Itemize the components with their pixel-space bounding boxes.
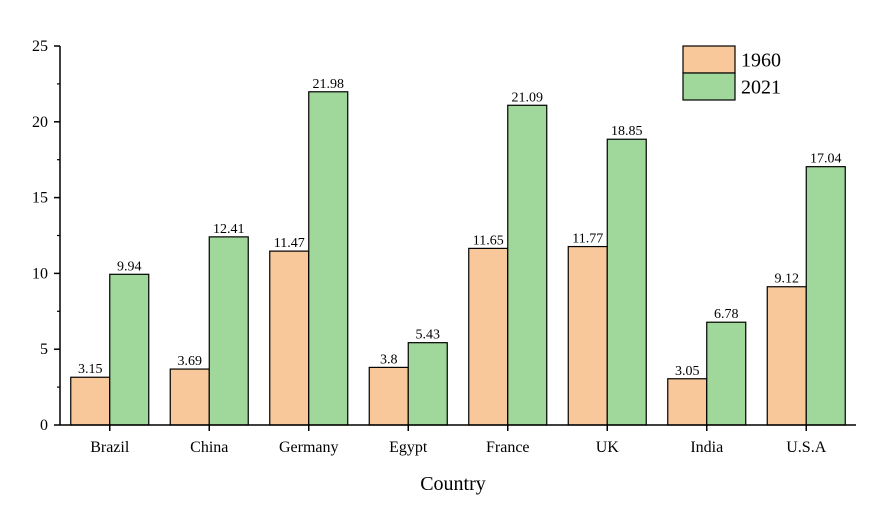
x-ticks: Brazil China Germany Egypt France UK India U.S.… <box>90 425 827 456</box>
bar-1960-france <box>468 247 509 426</box>
x-tick-label: Brazil <box>90 439 130 456</box>
x-tick-label: UK <box>596 439 620 456</box>
bar-2021-u-s-a <box>805 166 846 426</box>
data-label: 17.04 <box>810 152 842 167</box>
bar-2021-egypt <box>407 342 448 426</box>
data-label: 11.47 <box>274 236 305 251</box>
bar-1960-uk <box>567 245 608 426</box>
legend: 1960 2021 <box>682 45 781 101</box>
bar-2021-china <box>208 236 249 426</box>
y-tick-label: 25 <box>32 38 48 55</box>
data-label: 3.05 <box>675 364 700 379</box>
bar-1960-u-s-a <box>766 286 807 426</box>
data-label: 9.12 <box>775 272 800 287</box>
bar-1960-egypt <box>368 366 409 426</box>
bar-2021-germany <box>308 91 349 426</box>
bar-1960-brazil <box>70 376 111 426</box>
bars-layer <box>70 91 846 426</box>
y-tick-label: 5 <box>40 341 48 358</box>
y-tick-label: 15 <box>32 190 48 207</box>
bar-2021-france <box>507 104 548 426</box>
y-ticks: 0 5 10 15 20 25 <box>32 38 60 434</box>
data-label: 12.41 <box>213 222 245 237</box>
data-labels: 3.15 9.94 3.69 12.41 11.47 21.98 3.8 5.43 11.65 2… <box>78 77 842 379</box>
bar-2021-brazil <box>109 273 150 426</box>
x-tick-label: China <box>190 439 228 456</box>
data-label: 3.69 <box>178 354 203 369</box>
data-label: 21.09 <box>512 90 544 105</box>
bar-1960-china <box>169 368 210 426</box>
data-label: 11.65 <box>473 233 504 248</box>
legend-label: 2021 <box>741 77 781 99</box>
data-label: 18.85 <box>611 124 643 139</box>
data-label: 9.94 <box>117 259 142 274</box>
x-tick-label: Germany <box>279 439 339 456</box>
bar-2021-uk <box>606 138 647 426</box>
x-axis-title: Country <box>420 473 486 495</box>
legend-swatch-2021 <box>682 72 736 101</box>
bar-1960-india <box>667 378 708 426</box>
data-label: 3.15 <box>78 362 103 377</box>
bar-1960-germany <box>269 250 310 426</box>
data-label: 21.98 <box>313 77 345 92</box>
x-tick-label: France <box>486 439 530 456</box>
data-label: 5.43 <box>416 328 441 343</box>
x-tick-label: Egypt <box>389 439 428 456</box>
y-tick-label: 20 <box>32 114 48 131</box>
data-label: 3.8 <box>380 352 398 367</box>
data-label: 11.77 <box>572 232 603 247</box>
x-tick-label: India <box>690 439 723 456</box>
legend-swatch-1960 <box>682 45 736 74</box>
x-tick-label: U.S.A <box>786 439 826 456</box>
data-label: 6.78 <box>714 307 739 322</box>
bar-2021-india <box>706 321 747 426</box>
y-tick-label: 10 <box>32 265 48 282</box>
y-tick-label: 0 <box>40 417 48 434</box>
legend-label: 1960 <box>741 50 781 72</box>
